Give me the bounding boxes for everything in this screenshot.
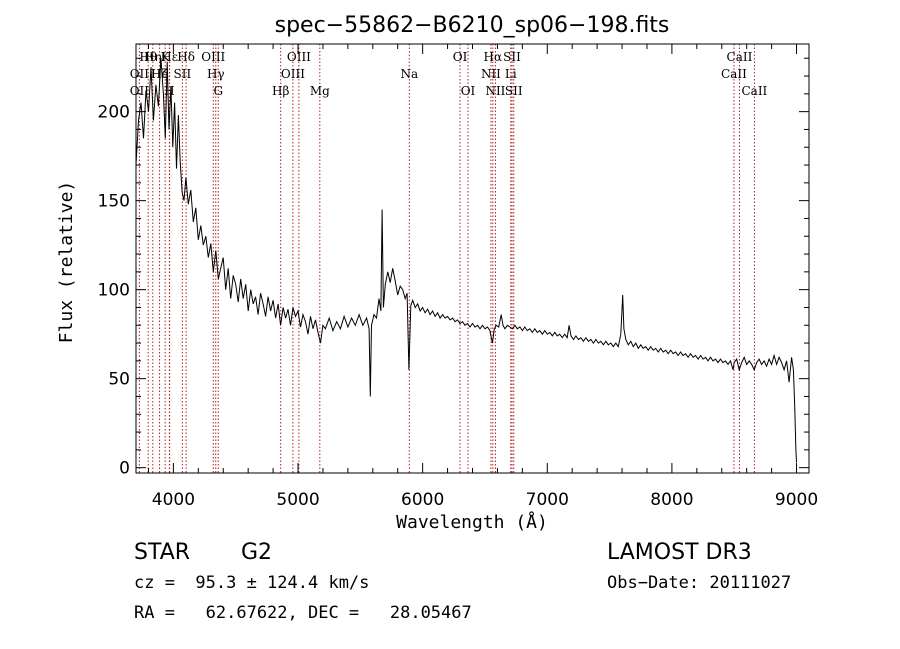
line-label: H (164, 84, 174, 98)
observation-date: Obs−Date: 20111027 (607, 573, 792, 593)
coordinates-readout: RA = 62.67622, DEC = 28.05467 (134, 603, 472, 623)
line-label: SII (174, 67, 192, 81)
line-label: OIII (281, 67, 305, 81)
line-label: SII (505, 84, 523, 98)
x-tick-label: 9000 (775, 490, 818, 510)
line-label: CaII (721, 67, 747, 81)
x-tick-label: 5000 (276, 490, 319, 510)
x-tick-label: 6000 (401, 490, 444, 510)
y-axis: 0 50 100 150 200 (98, 57, 809, 479)
line-label: Na (400, 67, 418, 81)
line-label: OIII (201, 50, 225, 64)
y-tick-label: 50 (108, 370, 130, 390)
redshift-readout: cz = 95.3 ± 124.4 km/s (134, 573, 370, 593)
line-label: OII (130, 67, 150, 81)
line-label: Hη (144, 50, 162, 64)
line-label: Hθ (139, 50, 157, 64)
line-label: Hδ (177, 50, 195, 64)
y-tick-label: 150 (98, 192, 130, 212)
plot-frame (135, 43, 810, 474)
line-label: OII (130, 84, 150, 98)
line-label: OI (453, 50, 468, 64)
line-label: OI (461, 84, 476, 98)
line-label: Hε (161, 50, 178, 64)
line-label: CaII (741, 84, 767, 98)
line-label: Mg (310, 84, 330, 98)
x-tick-label: 8000 (650, 490, 693, 510)
line-label: CaII (727, 50, 753, 64)
line-label: K (161, 50, 171, 64)
chart-title: spec−55862−B6210_sp06−198.fits (275, 13, 670, 38)
y-tick-label: 0 (119, 459, 130, 479)
y-tick-label: 200 (98, 103, 130, 123)
line-label: SII (503, 50, 521, 64)
line-label: OIII (287, 50, 311, 64)
line-label: G (213, 84, 223, 98)
line-label: Li (505, 67, 517, 81)
line-label: Hβ (272, 84, 289, 98)
x-tick-label: 4000 (152, 490, 195, 510)
y-tick-label: 100 (98, 281, 130, 301)
x-axis: 4000 5000 6000 7000 8000 9000 (147, 44, 818, 510)
x-tick-label: 7000 (526, 490, 569, 510)
spectrum-series-flux (135, 58, 797, 463)
line-label: Hγ (207, 67, 225, 81)
line-label: He (151, 67, 169, 81)
object-class: STAR (134, 540, 191, 565)
survey-name: LAMOST DR3 (607, 540, 752, 565)
y-axis-label: Flux (relative) (56, 181, 77, 344)
line-label: NII (481, 67, 501, 81)
emission-line-markers (138, 44, 755, 473)
line-label: NII (485, 84, 505, 98)
object-subclass: G2 (241, 540, 273, 565)
line-label: Hα (484, 50, 503, 64)
x-axis-label: Wavelength (Å) (396, 511, 548, 533)
